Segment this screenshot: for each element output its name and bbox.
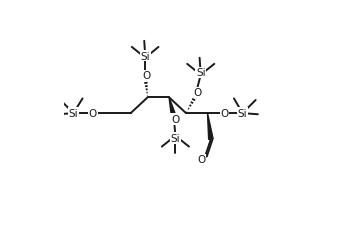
Text: Si: Si: [196, 68, 206, 78]
Text: Si: Si: [141, 51, 150, 61]
Text: O: O: [142, 71, 150, 81]
Text: Si: Si: [238, 109, 247, 119]
Polygon shape: [207, 114, 213, 140]
Polygon shape: [169, 98, 176, 117]
Text: O: O: [220, 109, 229, 119]
Text: O: O: [197, 155, 205, 165]
Text: O: O: [89, 109, 97, 119]
Text: Si: Si: [69, 109, 78, 119]
Text: O: O: [193, 88, 201, 98]
Text: O: O: [171, 114, 179, 124]
Text: Si: Si: [171, 133, 180, 143]
